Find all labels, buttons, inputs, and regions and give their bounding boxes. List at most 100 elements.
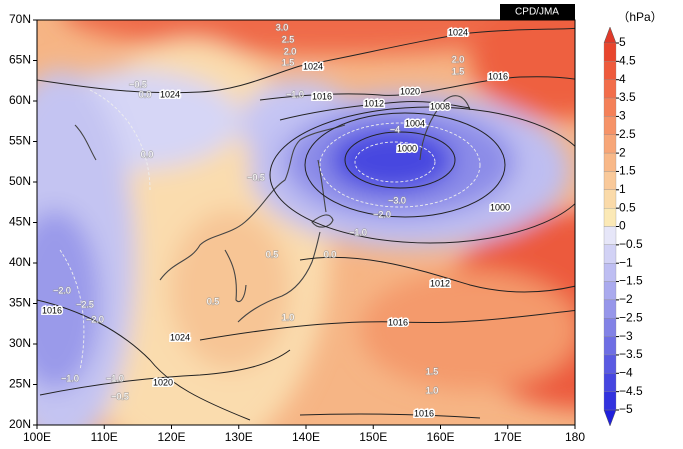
anomaly-label: 1.5 bbox=[426, 366, 439, 376]
unit-label: （hPa） bbox=[617, 10, 662, 24]
isobar-label: 1012 bbox=[430, 278, 450, 288]
anomaly-label: −0.5 bbox=[129, 79, 147, 89]
colorbar-tick-label: 1.5 bbox=[619, 164, 636, 178]
anomaly-label: −1.0 bbox=[349, 227, 367, 237]
anomaly-label: −0.5 bbox=[247, 172, 265, 182]
colorbar-band bbox=[603, 391, 617, 411]
anomaly-label: −2.5 bbox=[76, 299, 94, 309]
colorbar-band bbox=[603, 244, 617, 264]
colorbar-band bbox=[603, 336, 617, 356]
colorbar-tick-label: 1 bbox=[619, 182, 626, 196]
colorbar-band bbox=[603, 79, 617, 99]
colorbar-band bbox=[603, 116, 617, 135]
isobar-label: 1020 bbox=[400, 86, 420, 96]
isobar-label: 1016 bbox=[414, 408, 434, 418]
colorbar-band bbox=[603, 134, 617, 154]
anomaly-label: −2.0 bbox=[53, 285, 71, 295]
colorbar-tick-label: −4 bbox=[619, 365, 633, 379]
isobars bbox=[37, 27, 575, 421]
coastlines bbox=[74, 95, 471, 323]
colorbar-tick-label: 2 bbox=[619, 145, 626, 159]
colorbar-tick-label: −1.5 bbox=[619, 274, 643, 288]
isobar-label: 1024 bbox=[303, 61, 323, 71]
colorbar-tick-label: 5 bbox=[619, 35, 626, 49]
anomaly-label: −3.0 bbox=[388, 195, 406, 205]
lat-tick-label: 45N bbox=[9, 215, 31, 229]
colorbar-band bbox=[603, 171, 617, 190]
colorbar-tick-label: −2 bbox=[619, 292, 633, 306]
lat-tick-label: 25N bbox=[9, 377, 31, 391]
colorbar-band bbox=[603, 207, 617, 227]
colorbar-tick-label: −3 bbox=[619, 329, 633, 343]
lon-tick-label: 180 bbox=[565, 430, 585, 444]
lon-tick-label: 120E bbox=[157, 430, 185, 444]
anomaly-label: 0.0 bbox=[141, 149, 154, 159]
lat-tick-label: 65N bbox=[9, 53, 31, 67]
isobar-label: 1004 bbox=[405, 118, 425, 128]
colorbar-band bbox=[603, 373, 617, 392]
isobar-label: 1008 bbox=[430, 101, 450, 111]
lat-tick-label: 70N bbox=[9, 12, 31, 26]
anomaly-label: 2.0 bbox=[284, 46, 297, 56]
anomaly-label: 0.5 bbox=[266, 249, 279, 259]
lat-tick-label: 35N bbox=[9, 296, 31, 310]
anomaly-label: −4 bbox=[390, 124, 400, 134]
isobar-label: 1016 bbox=[42, 305, 62, 315]
source-label: CPD/JMA bbox=[515, 7, 559, 18]
colorbar-tick-label: −0.5 bbox=[619, 237, 643, 251]
lon-tick-label: 170E bbox=[494, 430, 522, 444]
lat-tick-label: 30N bbox=[9, 336, 31, 350]
isobar-label: 1024 bbox=[448, 27, 468, 37]
colorbar-band bbox=[603, 226, 617, 246]
colorbar-tick-label: 0 bbox=[619, 219, 626, 233]
lon-tick-label: 160E bbox=[426, 430, 454, 444]
anomaly-label: −0.5 bbox=[111, 391, 129, 401]
lon-tick-label: 150E bbox=[359, 430, 387, 444]
colorbar-band bbox=[603, 61, 617, 80]
colorbar-band bbox=[603, 263, 617, 282]
lat-tick-label: 60N bbox=[9, 93, 31, 107]
lon-tick-label: 110E bbox=[91, 430, 118, 444]
colorbar-tick-label: 3 bbox=[619, 109, 626, 123]
isobar-label: 1024 bbox=[160, 89, 180, 99]
anomaly-label: 1.5 bbox=[452, 66, 465, 76]
anomaly-label: 1.5 bbox=[282, 57, 295, 67]
lat-tick-label: 50N bbox=[9, 174, 31, 188]
anomaly-label: 3.0 bbox=[276, 22, 289, 32]
isobar-label: 1024 bbox=[170, 332, 190, 342]
isobar-label: 1016 bbox=[388, 317, 408, 327]
anomaly-label: 1.0 bbox=[426, 385, 439, 395]
colorbar-tick-label: −2.5 bbox=[619, 310, 643, 324]
isobar-label: 1000 bbox=[397, 143, 417, 153]
source-box bbox=[500, 4, 575, 20]
colorbar-band bbox=[603, 42, 617, 62]
anomaly-label: −1.0 bbox=[286, 89, 304, 99]
anomaly-label: −2.0 bbox=[373, 209, 391, 219]
isobar-label: 1020 bbox=[153, 377, 173, 387]
isobar-label: 1016 bbox=[312, 91, 332, 101]
lon-tick-label: 130E bbox=[225, 430, 253, 444]
anomaly-label: −1.0 bbox=[106, 373, 124, 383]
anomaly-label: 2.5 bbox=[282, 34, 295, 44]
colorbar-tick-label: 3.5 bbox=[619, 90, 636, 104]
anomaly-label: −1.0 bbox=[61, 373, 79, 383]
colorbar-tick-label: 0.5 bbox=[619, 200, 636, 214]
anomaly-label: −2.0 bbox=[86, 314, 104, 324]
colorbar-tick-label: −4.5 bbox=[619, 384, 643, 398]
colorbar-band bbox=[603, 152, 617, 172]
colorbar-tick-label: 4.5 bbox=[619, 54, 636, 68]
colorbar-band bbox=[603, 281, 617, 301]
colorbar-band bbox=[603, 189, 617, 209]
isobar-label: 1012 bbox=[364, 98, 384, 108]
anomaly-label: 1.0 bbox=[282, 312, 295, 322]
lon-tick-label: 140E bbox=[292, 430, 320, 444]
colorbar-band bbox=[603, 97, 617, 117]
isobar-label: 1000 bbox=[490, 202, 510, 212]
lat-tick-label: 40N bbox=[9, 255, 31, 269]
colorbar-bottom-arrow bbox=[603, 409, 617, 427]
lat-tick-label: 55N bbox=[9, 134, 31, 148]
anomaly-label: 0.0 bbox=[324, 249, 337, 259]
